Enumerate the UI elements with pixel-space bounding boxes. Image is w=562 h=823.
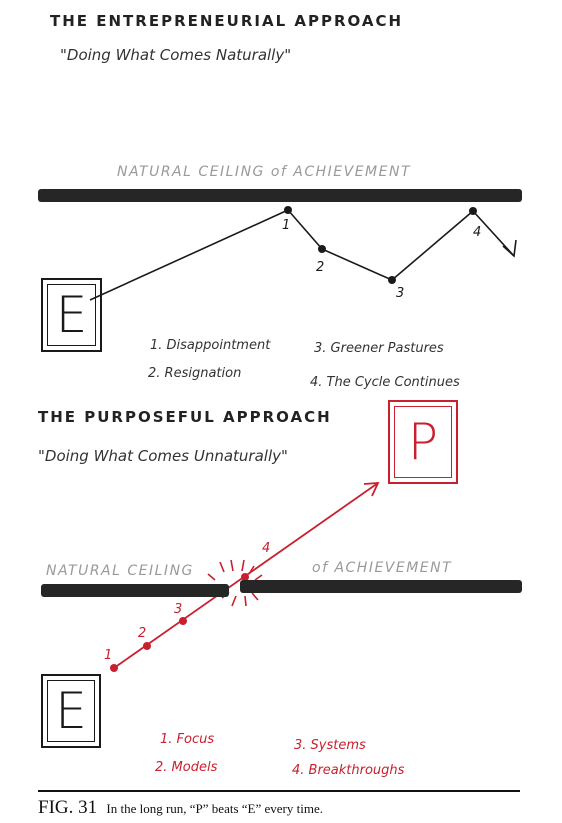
bottom-legend-1: 1. Focus: [160, 732, 215, 747]
bottom-ceiling-bar-left: [41, 584, 229, 597]
top-e-letter: E: [55, 286, 88, 344]
top-label-1: 1: [282, 218, 291, 233]
top-legend-2: 2. Resignation: [148, 366, 242, 381]
bottom-p-letter: P: [407, 413, 439, 471]
bottom-label-3: 3: [174, 602, 183, 617]
figure-number: FIG. 31: [38, 797, 98, 818]
caption-rule: [38, 790, 520, 792]
bottom-ceiling-label-left: NATURAL CEILING: [46, 563, 194, 579]
bottom-label-2: 2: [138, 626, 147, 641]
bottom-ceiling-label-right: of ACHIEVEMENT: [312, 560, 453, 576]
top-label-2: 2: [316, 260, 325, 275]
top-legend-1: 1. Disappointment: [150, 338, 271, 353]
top-point-4: [469, 207, 477, 215]
bottom-point-4: [241, 573, 249, 581]
top-ceiling-bar: [38, 189, 522, 202]
figure-caption: FIG. 31 In the long run, “P” beats “E” e…: [38, 797, 323, 819]
top-subtitle: "Doing What Comes Naturally": [60, 46, 292, 64]
top-point-3: [388, 276, 396, 284]
top-zigzag-line: [89, 209, 515, 301]
top-legend-4: 4. The Cycle Continues: [310, 375, 460, 390]
bottom-title: THE PURPOSEFUL APPROACH: [38, 408, 332, 426]
top-e-box: E: [41, 278, 102, 352]
top-arrow-head: [502, 239, 517, 258]
bottom-arrow-head: [363, 481, 380, 497]
bottom-legend-2: 2. Models: [155, 760, 218, 775]
bottom-p-box: P: [388, 400, 458, 484]
top-point-1: [284, 206, 292, 214]
bottom-e-letter: E: [55, 682, 87, 740]
bottom-e-box: E: [41, 674, 101, 748]
bottom-label-1: 1: [104, 648, 113, 663]
top-label-4: 4: [473, 225, 482, 240]
bottom-point-1: [110, 664, 118, 672]
bottom-label-4: 4: [262, 541, 271, 556]
top-title: THE ENTREPRENEURIAL APPROACH: [50, 12, 404, 30]
caption-text: In the long run, “P” beats “E” every tim…: [106, 801, 323, 816]
top-ceiling-label: NATURAL CEILING of ACHIEVEMENT: [117, 164, 412, 180]
bottom-legend-4: 4. Breakthroughs: [292, 763, 405, 778]
bottom-subtitle: "Doing What Comes Unnaturally": [38, 447, 288, 465]
bottom-point-2: [143, 642, 151, 650]
bottom-ceiling-bar-right: [240, 580, 522, 593]
bottom-legend-3: 3. Systems: [294, 738, 366, 753]
bottom-point-3: [179, 617, 187, 625]
top-legend-3: 3. Greener Pastures: [314, 341, 444, 356]
top-label-3: 3: [396, 286, 405, 301]
top-point-2: [318, 245, 326, 253]
